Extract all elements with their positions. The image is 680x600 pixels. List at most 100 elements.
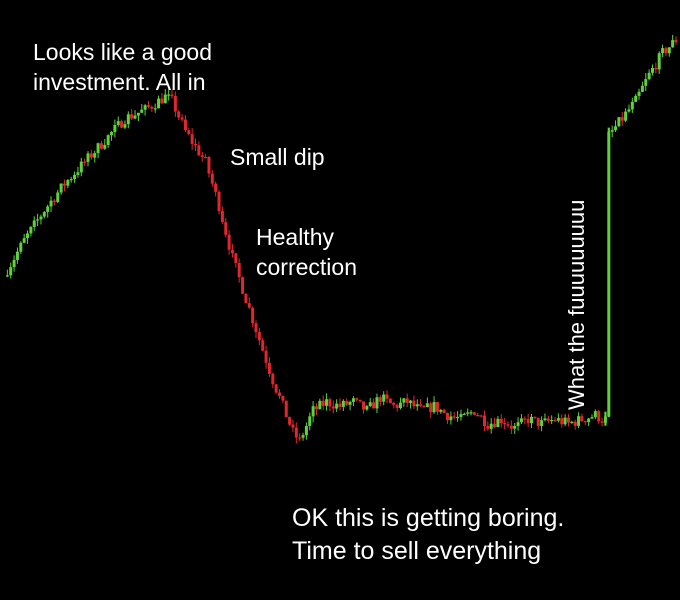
candle-body bbox=[533, 416, 537, 419]
candle-body bbox=[442, 409, 446, 413]
candle-body bbox=[610, 130, 614, 132]
candle-body bbox=[482, 415, 486, 427]
candle-body bbox=[284, 400, 288, 418]
candle-body bbox=[113, 125, 117, 132]
candle-body bbox=[96, 143, 100, 154]
candle-body bbox=[503, 423, 507, 425]
candle-body bbox=[9, 267, 13, 276]
candle-body bbox=[267, 362, 271, 374]
candle-body bbox=[56, 192, 60, 202]
candle-body bbox=[15, 251, 19, 260]
candle-body bbox=[634, 95, 638, 102]
candle-body bbox=[378, 397, 382, 402]
annotation-all-in: Looks like a good investment. All in bbox=[33, 39, 213, 95]
candle-body bbox=[409, 400, 413, 403]
candle-body bbox=[314, 406, 318, 410]
candle-body bbox=[183, 119, 187, 131]
candle-body bbox=[580, 416, 584, 422]
candle-body bbox=[570, 421, 574, 423]
candle-body bbox=[66, 180, 70, 186]
candle-body bbox=[294, 427, 298, 438]
candle-body bbox=[52, 200, 56, 202]
candle-body bbox=[375, 397, 379, 409]
candle-body bbox=[12, 259, 16, 268]
candle-body bbox=[429, 403, 433, 413]
candle-body bbox=[509, 425, 513, 429]
candle-body bbox=[234, 253, 238, 263]
candle-body bbox=[456, 416, 460, 419]
candle-body bbox=[325, 399, 329, 406]
candle-body bbox=[163, 94, 167, 104]
candle-body bbox=[29, 226, 33, 234]
candle-body bbox=[607, 131, 611, 417]
candle-body bbox=[405, 398, 409, 403]
candle-body bbox=[506, 424, 510, 426]
candle-body bbox=[395, 404, 399, 408]
candle-body bbox=[338, 403, 342, 407]
candle-body bbox=[116, 121, 120, 126]
candle-body bbox=[603, 416, 607, 423]
candle-body bbox=[587, 418, 591, 423]
candle-body bbox=[19, 242, 23, 252]
candle-body bbox=[49, 200, 53, 207]
candle-body bbox=[278, 392, 282, 396]
candle-body bbox=[345, 400, 349, 405]
candle-body bbox=[42, 211, 46, 217]
candle-body bbox=[110, 131, 114, 136]
candle-body bbox=[46, 206, 50, 212]
candle-body bbox=[530, 416, 534, 424]
candle-body bbox=[187, 130, 191, 135]
candle-body bbox=[368, 402, 372, 407]
candle-body bbox=[194, 143, 198, 146]
candle-body bbox=[650, 67, 654, 73]
candle-body bbox=[560, 418, 564, 425]
candle-body bbox=[220, 211, 224, 223]
candle-body bbox=[362, 401, 366, 410]
candle-body bbox=[274, 384, 278, 393]
candle-body bbox=[479, 415, 483, 417]
candle-body bbox=[412, 400, 416, 407]
candle-body bbox=[425, 403, 429, 408]
candle-body bbox=[170, 94, 174, 96]
candle-body bbox=[593, 411, 597, 418]
candle-body bbox=[620, 117, 624, 121]
candle-body bbox=[126, 114, 130, 125]
candle-body bbox=[422, 405, 426, 408]
candle-body bbox=[73, 174, 77, 180]
candle-body bbox=[640, 85, 644, 92]
candle-body bbox=[69, 179, 73, 181]
candle-body bbox=[130, 114, 134, 119]
candle-body bbox=[167, 94, 171, 96]
candle-body bbox=[385, 394, 389, 399]
candle-body bbox=[661, 48, 665, 54]
candle-body bbox=[674, 40, 678, 43]
candle-body bbox=[590, 417, 594, 419]
candle-body bbox=[466, 412, 470, 414]
candle-body bbox=[5, 275, 9, 277]
candle-body bbox=[348, 401, 352, 405]
candle-body bbox=[160, 98, 164, 104]
candle-body bbox=[99, 143, 103, 149]
candle-body bbox=[86, 153, 90, 162]
candle-body bbox=[335, 403, 339, 409]
candle-body bbox=[210, 173, 214, 184]
candle-body bbox=[644, 79, 648, 86]
candle-body bbox=[351, 398, 355, 402]
candle-body bbox=[288, 417, 292, 425]
candle-body bbox=[583, 421, 587, 423]
candle-body bbox=[627, 109, 631, 112]
candle-body bbox=[573, 421, 577, 426]
candle-body bbox=[402, 398, 406, 403]
candle-body bbox=[76, 172, 80, 175]
candle-body bbox=[281, 395, 285, 401]
candle-body bbox=[439, 409, 443, 412]
candle-body bbox=[372, 402, 376, 409]
candle-body bbox=[217, 191, 221, 212]
candle-body bbox=[435, 402, 439, 412]
candle-body bbox=[523, 418, 527, 420]
candle-body bbox=[103, 145, 107, 149]
candle-body bbox=[237, 262, 241, 278]
annotation-pump: What the fuuuuuuuuu bbox=[564, 199, 589, 410]
candle-body bbox=[59, 183, 63, 193]
